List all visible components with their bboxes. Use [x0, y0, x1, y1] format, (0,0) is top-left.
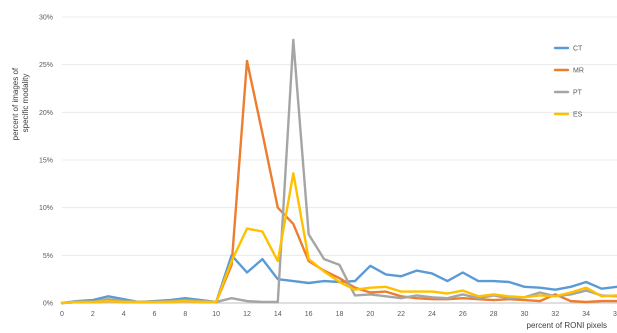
x-axis-title: percent of RONI pixels — [527, 321, 607, 330]
y-tick-label: 0% — [43, 301, 53, 308]
x-tick-label: 2 — [91, 311, 95, 318]
x-tick-label: 12 — [243, 311, 251, 318]
x-tick-label: 28 — [490, 311, 498, 318]
x-tick-label: 30 — [521, 311, 529, 318]
y-tick-label: 10% — [39, 205, 53, 212]
x-tick-label: 24 — [428, 311, 436, 318]
x-tick-label: 20 — [366, 311, 374, 318]
series-line-pt — [60, 38, 617, 305]
x-tick-label: 10 — [212, 311, 220, 318]
x-tick-label: 6 — [153, 311, 157, 318]
y-axis-title: percent of images of specific modality — [11, 66, 30, 141]
y-axis-title-line-1: percent of images of — [11, 67, 20, 140]
y-tick-label: 15% — [39, 158, 53, 165]
x-axis-tick-labels: 0 2 4 6 8 10 12 14 16 18 20 22 24 26 28 30 32 34 3 — [60, 311, 617, 318]
x-tick-label: 22 — [397, 311, 405, 318]
series-lines — [60, 38, 617, 305]
legend: CT MR PT ES — [553, 46, 584, 119]
x-tick-label: 34 — [582, 311, 590, 318]
x-tick-label: 4 — [122, 311, 126, 318]
x-tick-label: 18 — [336, 311, 344, 318]
x-tick-label: 0 — [60, 311, 64, 318]
y-axis-title-line-2: specific modality — [21, 74, 30, 133]
x-tick-label: 26 — [459, 311, 467, 318]
y-tick-label: 25% — [39, 62, 53, 69]
y-axis-tick-labels: 0% 5% 10% 15% 20% 25% 30% — [39, 15, 53, 308]
legend-label-es: ES — [573, 112, 583, 119]
x-tick-label: 14 — [274, 311, 282, 318]
y-tick-label: 5% — [43, 253, 53, 260]
legend-label-pt: PT — [573, 90, 583, 97]
x-tick-label: 3 — [613, 311, 617, 318]
y-tick-label: 30% — [39, 15, 53, 22]
legend-label-mr: MR — [573, 68, 584, 75]
x-tick-label: 32 — [551, 311, 559, 318]
gridlines — [62, 16, 617, 256]
legend-label-ct: CT — [573, 46, 583, 53]
y-tick-label: 20% — [39, 110, 53, 117]
x-tick-label: 16 — [305, 311, 313, 318]
series-line-es — [60, 172, 617, 305]
x-tick-label: 8 — [183, 311, 187, 318]
